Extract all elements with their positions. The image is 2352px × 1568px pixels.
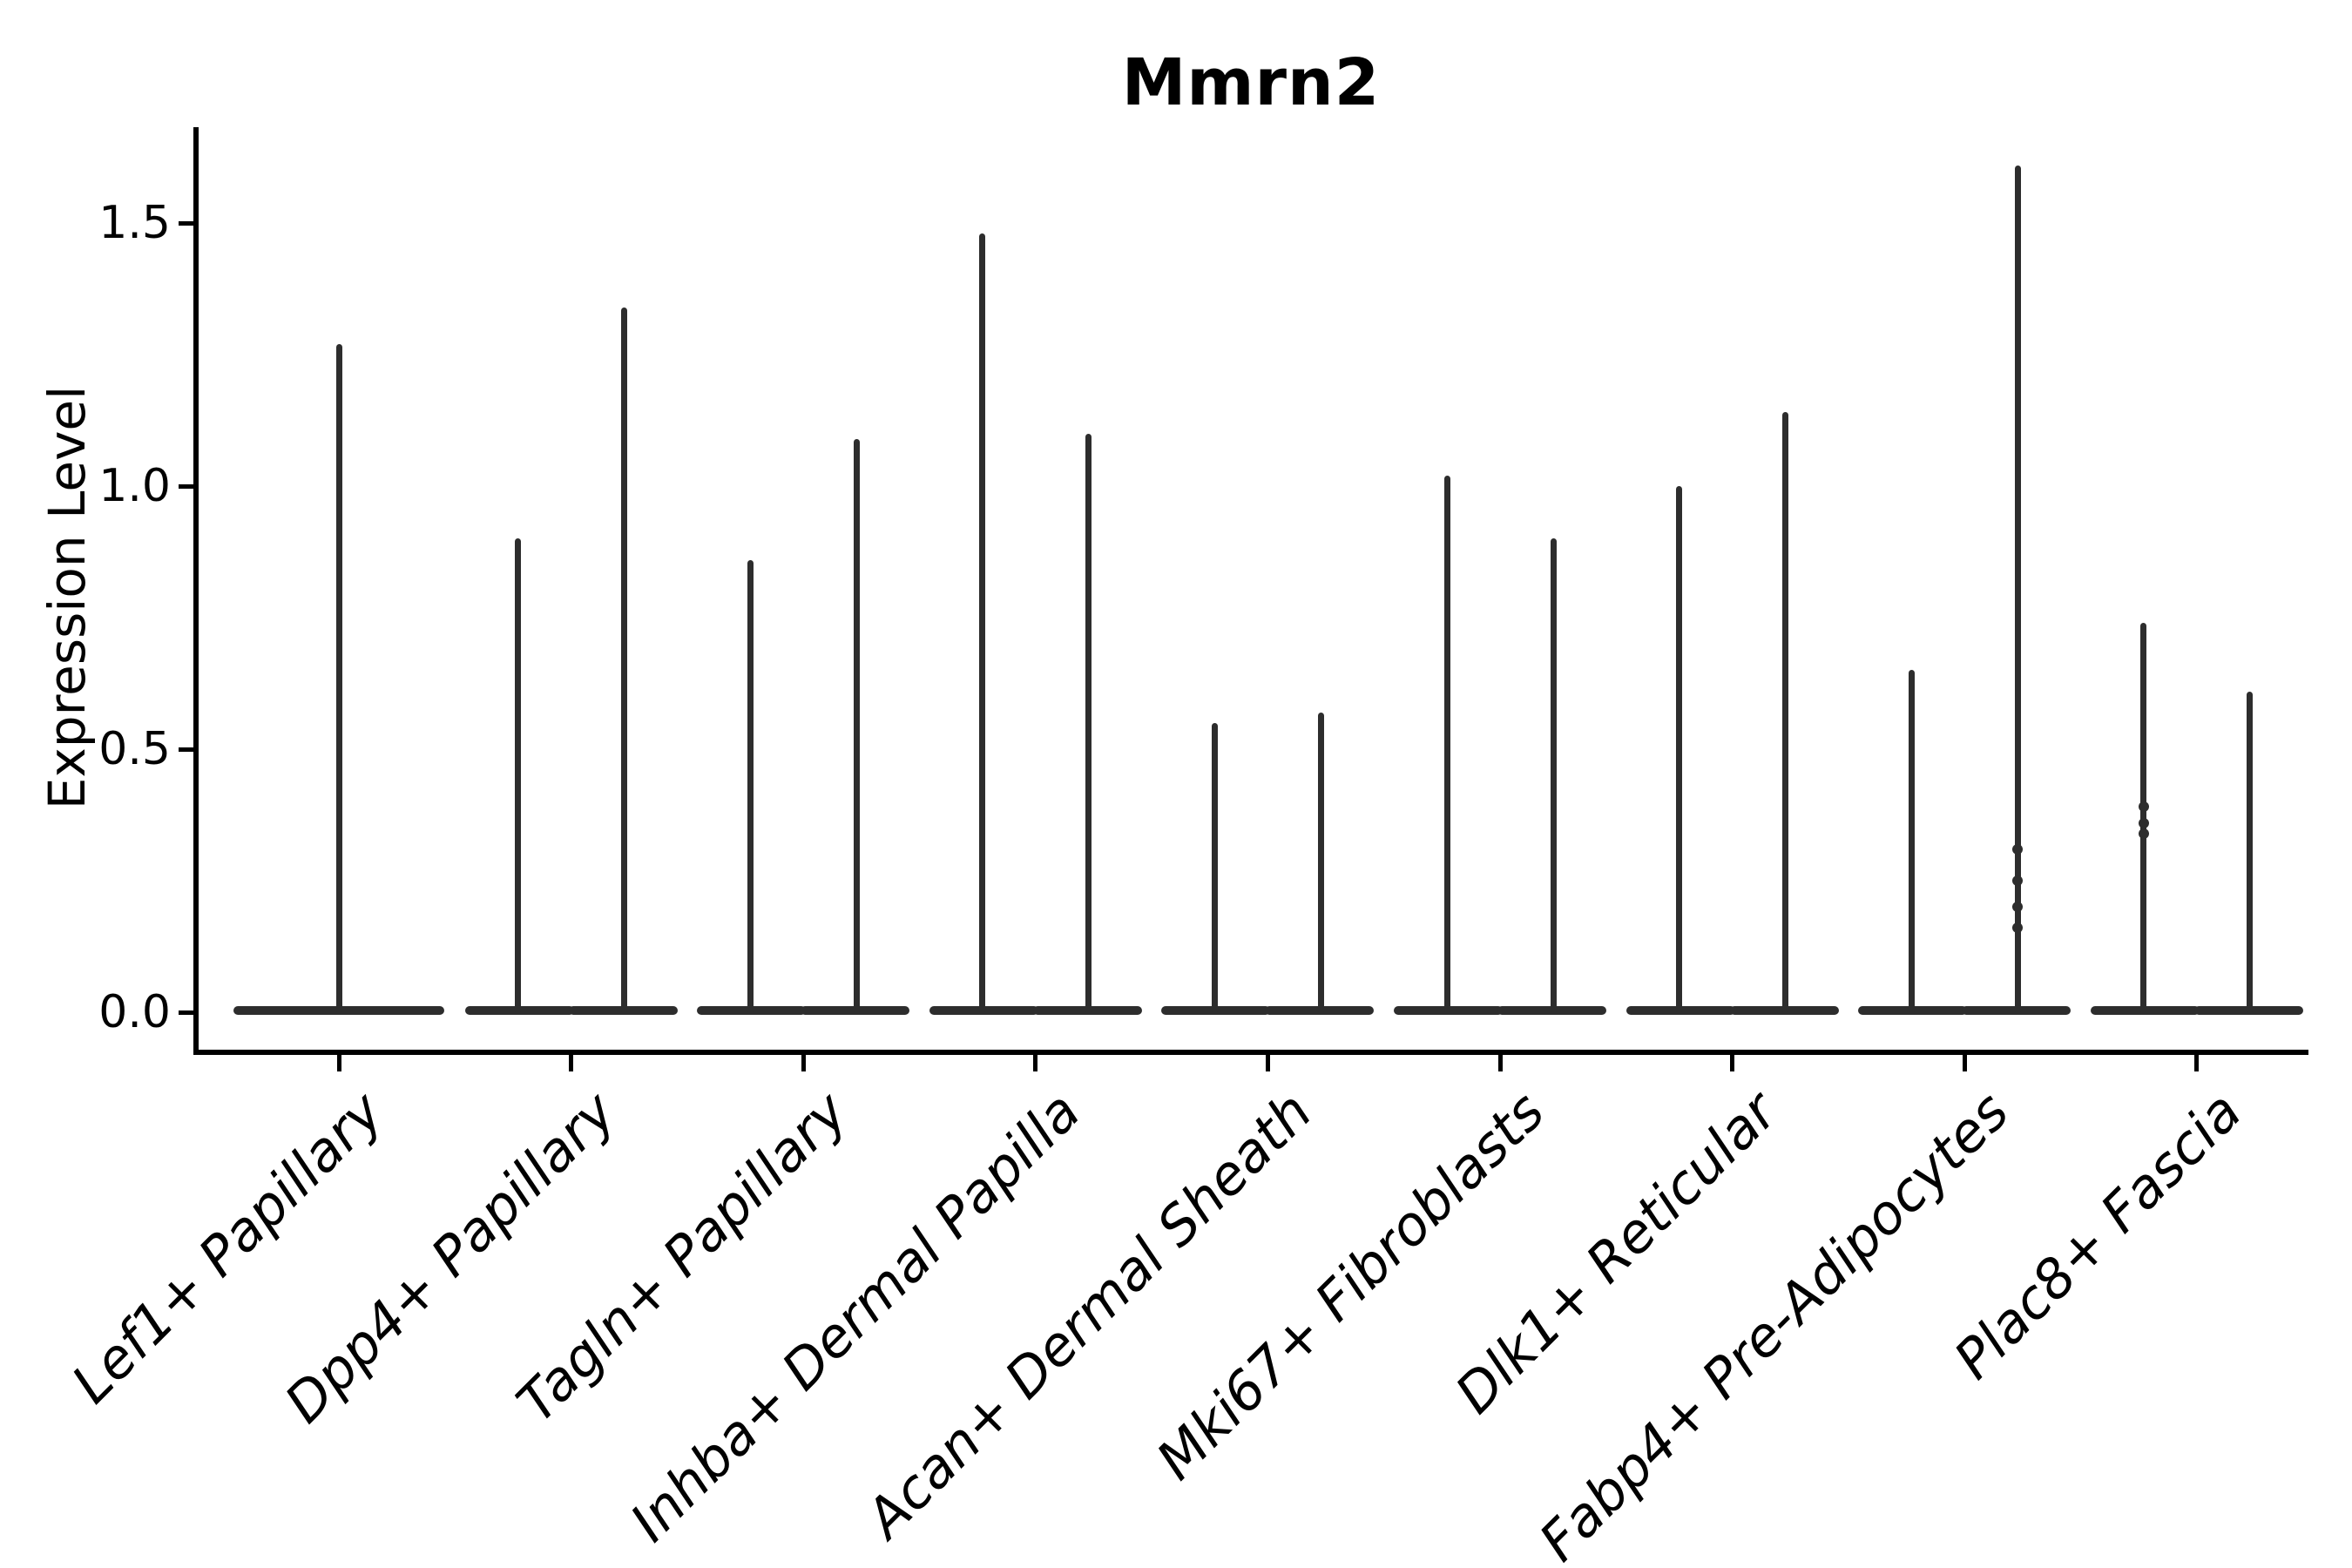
violin-max-spike [1211, 722, 1218, 1012]
y-axis-label: Expression Level [37, 385, 97, 810]
y-tick-mark [179, 220, 193, 226]
expression-dot [2012, 843, 2024, 855]
y-tick-label: 0.0 [98, 986, 171, 1038]
violin-max-spike [1085, 433, 1092, 1012]
expression-dot [2138, 817, 2149, 828]
violin-max-spike [515, 538, 522, 1012]
x-tick-mark [801, 1055, 806, 1071]
violin-max-spike [1443, 475, 1450, 1012]
violin-max-spike [2247, 691, 2254, 1012]
x-axis-spine [193, 1050, 2308, 1055]
violin-max-spike [1676, 486, 1683, 1012]
y-axis-spine [193, 127, 199, 1055]
violin-max-spike [979, 233, 986, 1012]
y-tick-label: 0.5 [98, 723, 171, 775]
x-tick-mark [569, 1055, 574, 1071]
violin-max-spike [1782, 412, 1789, 1012]
y-tick-label: 1.0 [98, 460, 171, 512]
violin-max-spike [747, 559, 754, 1012]
y-tick-mark [179, 1010, 193, 1015]
expression-dot [2012, 902, 2024, 913]
chart-title: Mmrn2 [1121, 45, 1381, 120]
violin-max-spike [2140, 623, 2147, 1012]
violin-max-spike [1908, 670, 1915, 1012]
y-tick-mark [179, 483, 193, 489]
y-tick-mark [179, 747, 193, 752]
x-tick-mark [1265, 1055, 1270, 1071]
x-tick-mark [336, 1055, 341, 1071]
expression-dot [2138, 801, 2149, 813]
violin-max-spike [2014, 165, 2021, 1012]
x-tick-mark [1962, 1055, 1967, 1071]
x-tick-mark [1730, 1055, 1735, 1071]
expression-dot [2012, 923, 2024, 934]
x-tick-mark [1497, 1055, 1503, 1071]
violin-max-spike [1550, 538, 1557, 1012]
x-tick-mark [2194, 1055, 2200, 1071]
violin-max-spike [853, 438, 860, 1012]
expression-dot [2012, 875, 2024, 886]
x-tick-mark [1033, 1055, 1038, 1071]
violin-max-spike [335, 343, 342, 1012]
y-tick-label: 1.5 [98, 197, 171, 249]
violin-max-spike [621, 307, 628, 1012]
expression-dot [2138, 828, 2149, 839]
violin-max-spike [1317, 712, 1324, 1012]
